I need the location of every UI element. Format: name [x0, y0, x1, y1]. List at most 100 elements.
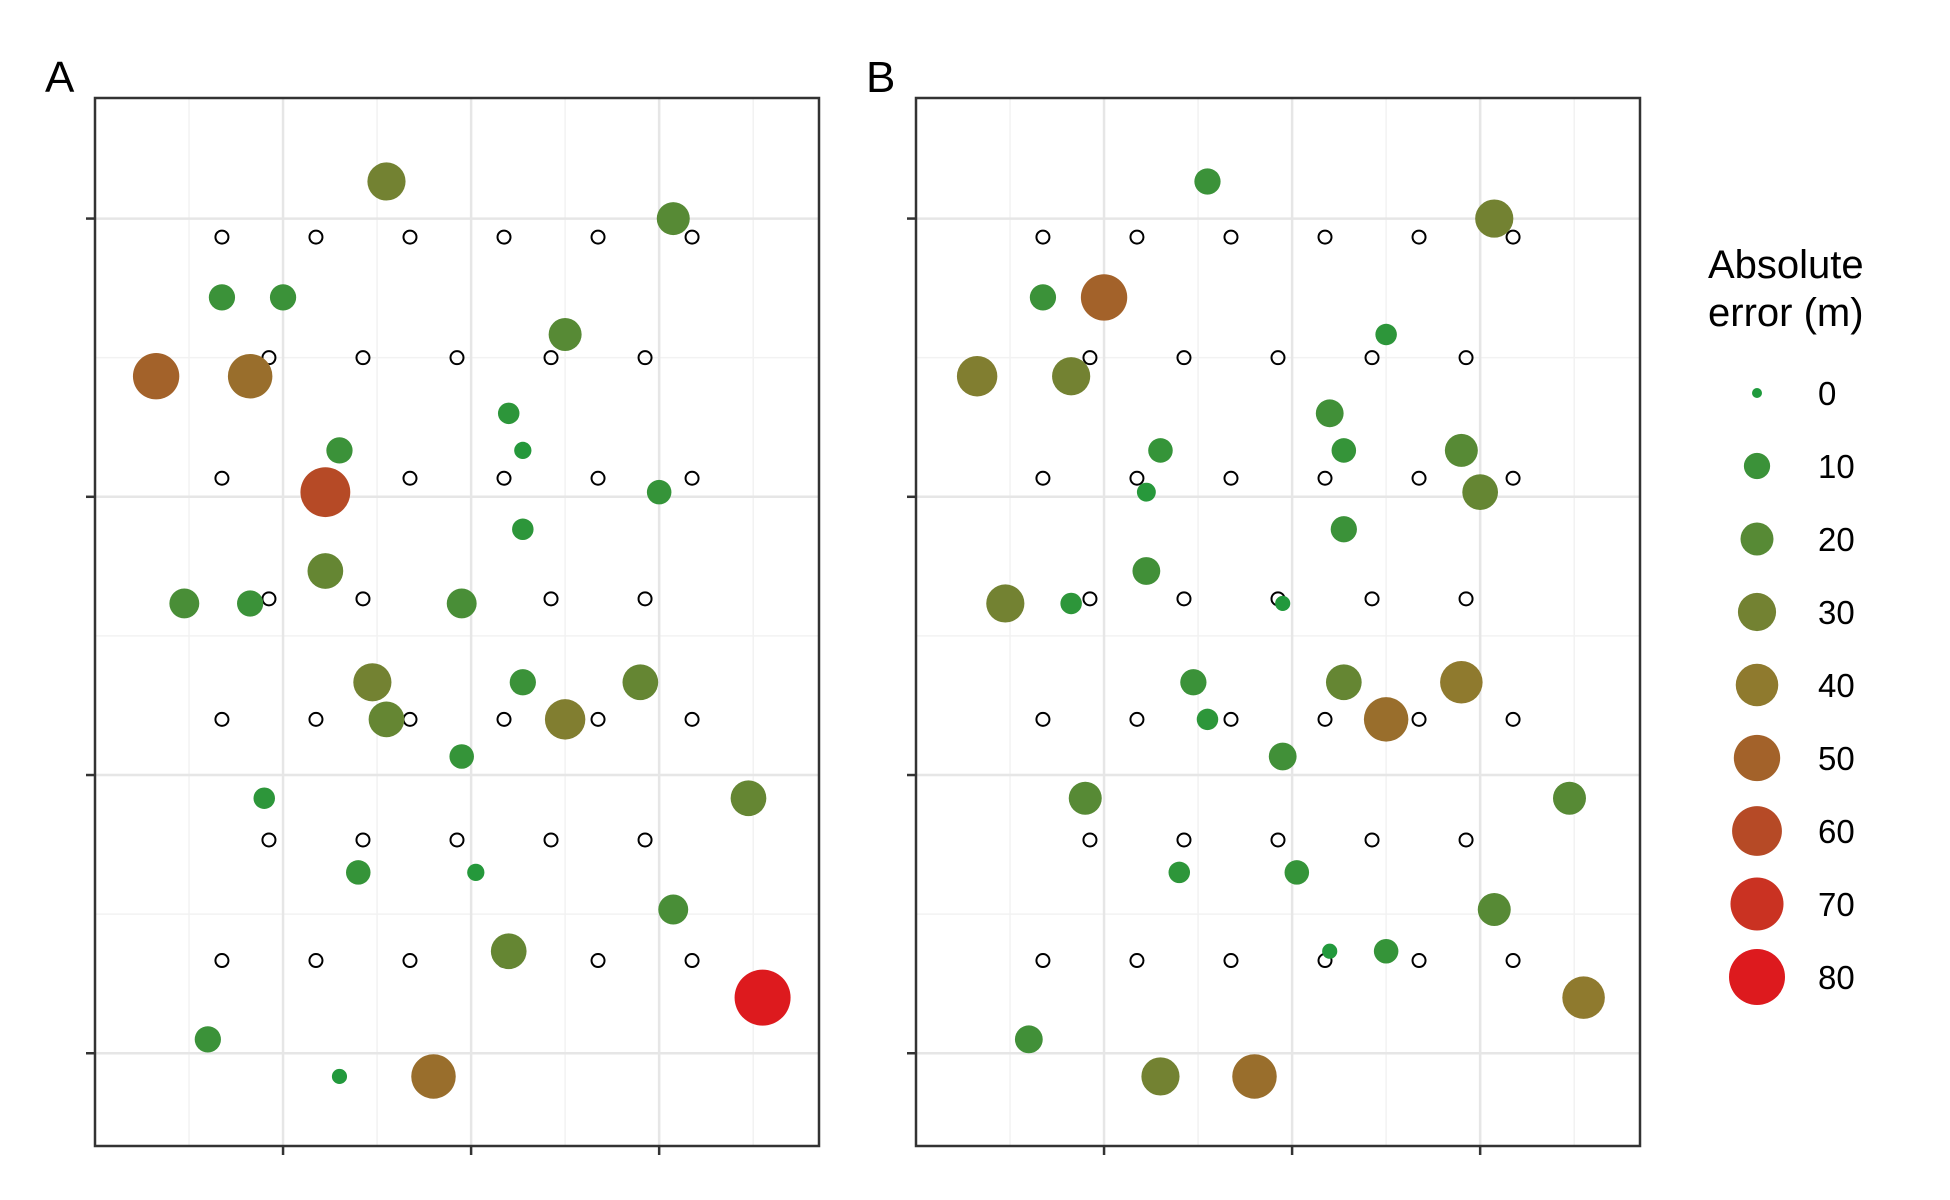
- station-marker: [1317, 229, 1333, 245]
- station-marker: [308, 711, 324, 727]
- station-marker: [1505, 229, 1521, 245]
- error-point: [509, 669, 536, 696]
- station-marker: [1317, 470, 1333, 486]
- error-point: [353, 663, 392, 702]
- station-marker: [214, 470, 230, 486]
- station-marker: [1082, 591, 1098, 607]
- legend-key: [1743, 452, 1771, 480]
- error-point: [1315, 399, 1344, 428]
- station-marker: [590, 229, 606, 245]
- error-point: [1141, 1057, 1180, 1096]
- error-point: [326, 437, 353, 464]
- legend-key: [1729, 949, 1785, 1005]
- legend-key: [1732, 806, 1782, 856]
- station-marker: [402, 229, 418, 245]
- error-point: [1275, 595, 1291, 612]
- station-marker: [684, 229, 700, 245]
- legend-key: [1735, 663, 1779, 707]
- error-point: [512, 518, 534, 541]
- station-marker: [1505, 470, 1521, 486]
- station-marker: [214, 953, 230, 969]
- legend-label: 20: [1818, 521, 1855, 558]
- station-marker: [449, 832, 465, 848]
- station-marker: [308, 229, 324, 245]
- error-point: [1462, 474, 1499, 511]
- error-point: [1060, 592, 1082, 615]
- legend-key: [1737, 592, 1777, 632]
- error-point: [1068, 781, 1102, 815]
- legend-label: 70: [1818, 886, 1855, 923]
- error-point: [1180, 669, 1207, 696]
- plot-background: [95, 98, 819, 1146]
- station-marker: [684, 953, 700, 969]
- station-marker: [1129, 711, 1145, 727]
- error-point: [1196, 708, 1219, 731]
- error-point: [1232, 1054, 1277, 1099]
- station-marker: [684, 711, 700, 727]
- station-marker: [1223, 470, 1239, 486]
- error-point: [1440, 661, 1483, 704]
- error-point: [514, 441, 532, 460]
- error-point: [1325, 664, 1362, 701]
- station-marker: [261, 832, 277, 848]
- error-point: [368, 701, 405, 738]
- station-marker: [261, 350, 277, 366]
- station-marker: [590, 711, 606, 727]
- station-marker: [496, 711, 512, 727]
- station-marker: [1035, 470, 1051, 486]
- error-point: [208, 284, 236, 311]
- station-marker: [1176, 350, 1192, 366]
- legend-label: 40: [1818, 667, 1855, 704]
- station-marker: [1223, 229, 1239, 245]
- station-marker: [637, 832, 653, 848]
- error-point: [227, 353, 273, 399]
- error-point: [1331, 438, 1357, 463]
- error-point: [467, 863, 485, 882]
- error-point: [1168, 861, 1191, 884]
- error-point: [331, 1068, 348, 1085]
- panel-b-plot: [907, 96, 1642, 1155]
- error-point: [253, 787, 275, 809]
- panel-a-plot: [86, 96, 821, 1155]
- error-point: [1552, 781, 1586, 815]
- station-marker: [402, 470, 418, 486]
- error-point: [1322, 943, 1338, 959]
- error-point: [1268, 742, 1297, 771]
- error-point: [490, 933, 527, 970]
- error-point: [646, 479, 672, 505]
- panel-a-label: A: [45, 53, 75, 102]
- error-point: [449, 744, 474, 769]
- station-marker: [1035, 229, 1051, 245]
- station-marker: [1317, 711, 1333, 727]
- station-marker: [1505, 953, 1521, 969]
- legend-title-line2: error (m): [1708, 291, 1864, 335]
- station-marker: [684, 470, 700, 486]
- error-point: [169, 588, 200, 619]
- error-point: [1444, 433, 1478, 467]
- station-marker: [1270, 832, 1286, 848]
- station-marker: [543, 832, 559, 848]
- error-point: [367, 162, 406, 201]
- legend-key: [1730, 877, 1784, 931]
- error-point: [446, 588, 477, 619]
- legend-label: 50: [1818, 740, 1855, 777]
- error-point: [1363, 697, 1409, 742]
- error-point: [1330, 516, 1357, 543]
- error-point: [734, 969, 791, 1026]
- legend-label: 30: [1818, 594, 1855, 631]
- station-marker: [261, 591, 277, 607]
- error-point: [1477, 893, 1511, 927]
- panel-b-label: B: [866, 53, 895, 102]
- station-marker: [543, 591, 559, 607]
- station-marker: [543, 350, 559, 366]
- station-marker: [1458, 591, 1474, 607]
- legend-key: [1752, 388, 1762, 398]
- legend-label: 80: [1818, 959, 1855, 996]
- station-marker: [496, 229, 512, 245]
- error-point: [300, 467, 351, 518]
- plot-border: [93, 96, 821, 1148]
- station-marker: [590, 470, 606, 486]
- station-marker: [1505, 711, 1521, 727]
- error-point: [622, 664, 659, 701]
